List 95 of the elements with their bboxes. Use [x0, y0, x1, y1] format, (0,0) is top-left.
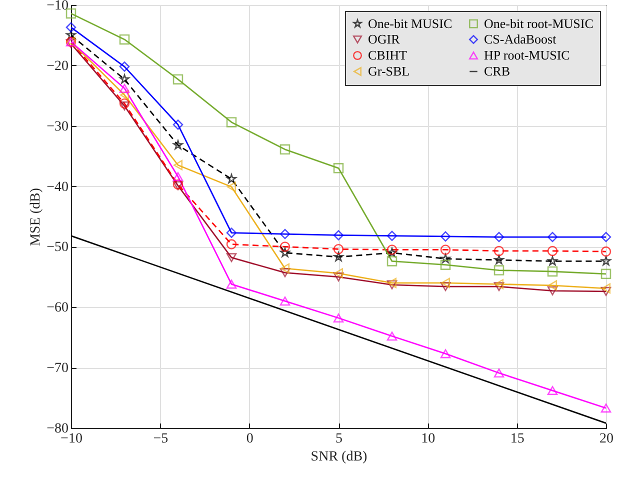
y-tick-label: −40	[46, 180, 68, 195]
legend-label: CS-AdaBoost	[484, 32, 557, 46]
point	[494, 254, 504, 264]
point	[172, 74, 184, 84]
legend-label: Gr-SBL	[368, 64, 410, 78]
x-tick-label: 15	[510, 432, 524, 446]
point	[334, 268, 344, 278]
point	[226, 239, 237, 250]
y-tick-label: −60	[46, 300, 68, 316]
point	[440, 278, 450, 288]
point	[440, 244, 451, 255]
point	[601, 283, 611, 294]
point	[494, 232, 504, 242]
x-tick-label: −5	[153, 432, 168, 446]
point	[387, 248, 397, 258]
x-axis-title: SNR (dB)	[310, 450, 368, 464]
point	[440, 231, 451, 242]
point	[280, 242, 290, 252]
point	[494, 265, 504, 276]
point	[173, 160, 183, 170]
point	[600, 286, 612, 296]
point	[548, 256, 558, 266]
point	[280, 144, 290, 155]
point	[333, 230, 344, 240]
point	[494, 368, 504, 378]
legend-label: CBIHT	[368, 48, 408, 62]
legend-label: CRB	[484, 64, 510, 78]
point	[119, 84, 130, 93]
point	[494, 279, 504, 290]
point	[440, 282, 451, 292]
point	[386, 256, 398, 266]
point	[440, 349, 451, 358]
point	[66, 8, 76, 19]
x-tick-label: 10	[421, 432, 436, 446]
y-tick-label: −20	[46, 58, 68, 74]
point	[547, 286, 558, 296]
point	[333, 272, 344, 282]
point	[226, 228, 237, 238]
point	[386, 280, 398, 290]
point	[600, 268, 612, 280]
y-tick-label: −70	[46, 361, 68, 376]
point	[386, 332, 398, 341]
point	[600, 232, 612, 242]
point	[600, 404, 612, 413]
point	[119, 101, 130, 110]
x-tick-label: 5	[336, 432, 342, 446]
point	[333, 163, 344, 174]
point	[440, 254, 450, 264]
point	[494, 246, 504, 256]
point	[333, 244, 344, 254]
point	[494, 282, 504, 292]
point	[547, 246, 558, 256]
legend-label: HP root-MUSIC	[484, 48, 570, 62]
point	[119, 34, 130, 45]
point	[172, 120, 184, 130]
point	[226, 182, 236, 192]
point	[119, 98, 130, 109]
point	[280, 296, 290, 306]
point	[386, 230, 398, 241]
point	[601, 256, 611, 266]
y-tick-label: −10	[46, 0, 68, 14]
y-axis-title: MSE (dB)	[28, 188, 44, 246]
point	[172, 172, 184, 182]
point	[386, 244, 398, 255]
point	[440, 260, 451, 270]
point	[66, 30, 76, 40]
point	[173, 140, 183, 150]
point	[333, 313, 344, 323]
legend-label: One-bit root-MUSIC	[484, 16, 594, 31]
x-tick-label: 0	[246, 432, 254, 446]
legend-label: OGIR	[368, 32, 400, 46]
point	[387, 278, 397, 288]
point	[280, 228, 290, 240]
y-tick-label: −50	[46, 240, 68, 256]
point	[226, 117, 237, 128]
point	[280, 268, 290, 278]
point	[226, 174, 236, 184]
point	[548, 280, 558, 291]
point	[547, 232, 558, 242]
point	[600, 246, 612, 257]
point	[66, 22, 76, 32]
point	[119, 62, 130, 72]
point	[547, 386, 558, 396]
point	[334, 252, 344, 262]
point	[120, 74, 130, 84]
point	[226, 253, 237, 262]
point	[280, 263, 290, 274]
y-tick-label: −30	[46, 119, 68, 134]
point	[226, 280, 237, 289]
point	[280, 248, 290, 258]
legend-label: One-bit MUSIC	[368, 16, 452, 31]
point	[120, 90, 130, 100]
point	[547, 266, 558, 277]
point	[66, 39, 76, 48]
x-tick-label: 20	[600, 432, 614, 446]
